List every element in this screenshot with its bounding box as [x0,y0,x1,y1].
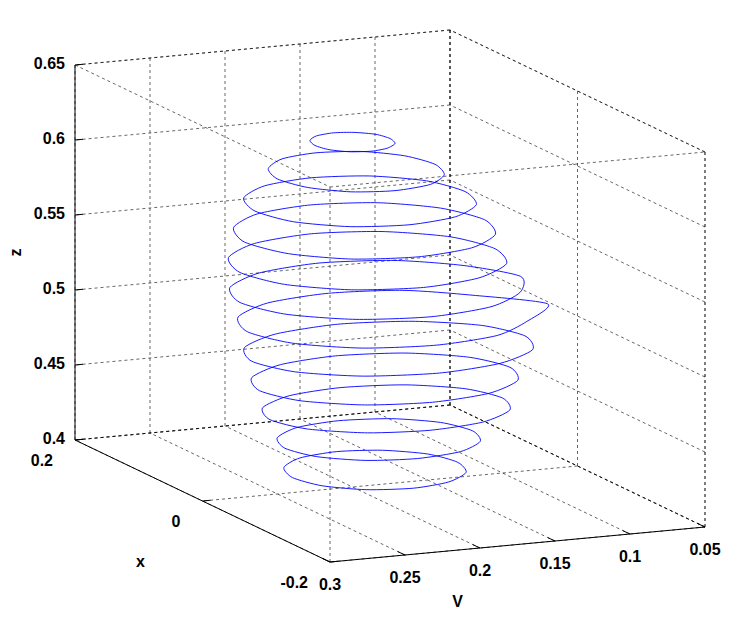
contour-line [284,450,466,490]
axes: 0.4 0.45 0.5 0.55 0.6 0.65 -0.2 0 0.2 0.05 0.1 0.15… [7,55,720,610]
grid-line [450,30,451,405]
box-edge [450,405,705,527]
tick-label: 0.1 [619,548,641,565]
grid-line [75,440,330,562]
contour-line [244,321,534,376]
tick [75,214,83,216]
grid-line [75,30,450,65]
contour-line [262,385,510,433]
contour-line [244,176,477,227]
grid-line [375,37,376,412]
x-axis-line [75,440,330,562]
box-edge [75,30,450,65]
tick-label: -0.2 [280,574,308,591]
tick [203,500,211,502]
contour-line [228,231,507,289]
contour-line [310,132,395,151]
z-axis-line [75,65,76,440]
grid-line [225,51,226,426]
grid-line [450,330,705,452]
grid-line [450,30,705,152]
tick-label: 0.55 [34,205,65,222]
grid-line [577,91,578,466]
tick [75,439,83,441]
tick [75,364,83,366]
grid-line [450,30,451,405]
tick-label: 0.65 [34,55,65,72]
grid-line [203,466,578,501]
contour-line [233,203,495,259]
tick [398,552,405,555]
tick [330,561,338,563]
plot-area [228,132,549,489]
contour-line [277,419,481,461]
contour-line [251,353,518,405]
tick [75,64,83,66]
tick-label: 0.45 [34,355,65,372]
grid-line [150,58,151,433]
box-edge [450,30,705,152]
chart: 0.4 0.45 0.5 0.55 0.6 0.65 -0.2 0 0.2 0.05 0.1 0.15… [0,0,753,621]
tick-label: 0.2 [469,562,491,579]
tick-label: 0.15 [539,555,570,572]
tick [75,439,83,441]
tick [473,545,480,548]
grid-line [450,180,705,302]
tick-label: 0.2 [31,452,53,469]
grid-line [75,65,76,440]
axis-title: x [136,553,145,570]
grid-line [330,527,705,562]
tick-label: 0.4 [43,430,65,447]
axis-title: V [452,593,463,610]
tick [623,531,630,534]
y-axis-line [330,527,705,562]
contour-line [268,151,444,192]
grid [75,30,705,562]
tick-label: 0.05 [689,541,720,558]
tick [75,139,83,141]
grid-line [705,152,706,527]
grid-line [450,105,705,227]
tick-label: 0.3 [319,576,341,593]
box-edge [450,30,451,405]
tick-label: 0.5 [43,280,65,297]
tick-label: 0.6 [43,130,65,147]
tick [75,289,83,291]
box-edge [75,65,330,187]
box-edge [330,152,705,187]
tick [323,559,330,562]
grid-line [75,180,450,215]
grid-line [300,44,301,419]
tick-label: 0 [172,513,181,530]
box [75,30,705,562]
tick [698,524,705,527]
tick-label: 0.25 [389,569,420,586]
box-edge [705,152,706,527]
grid-line [450,405,705,527]
axis-title: z [7,249,24,257]
grid-line [450,255,705,377]
grid-line [75,105,450,140]
tick [548,538,555,541]
